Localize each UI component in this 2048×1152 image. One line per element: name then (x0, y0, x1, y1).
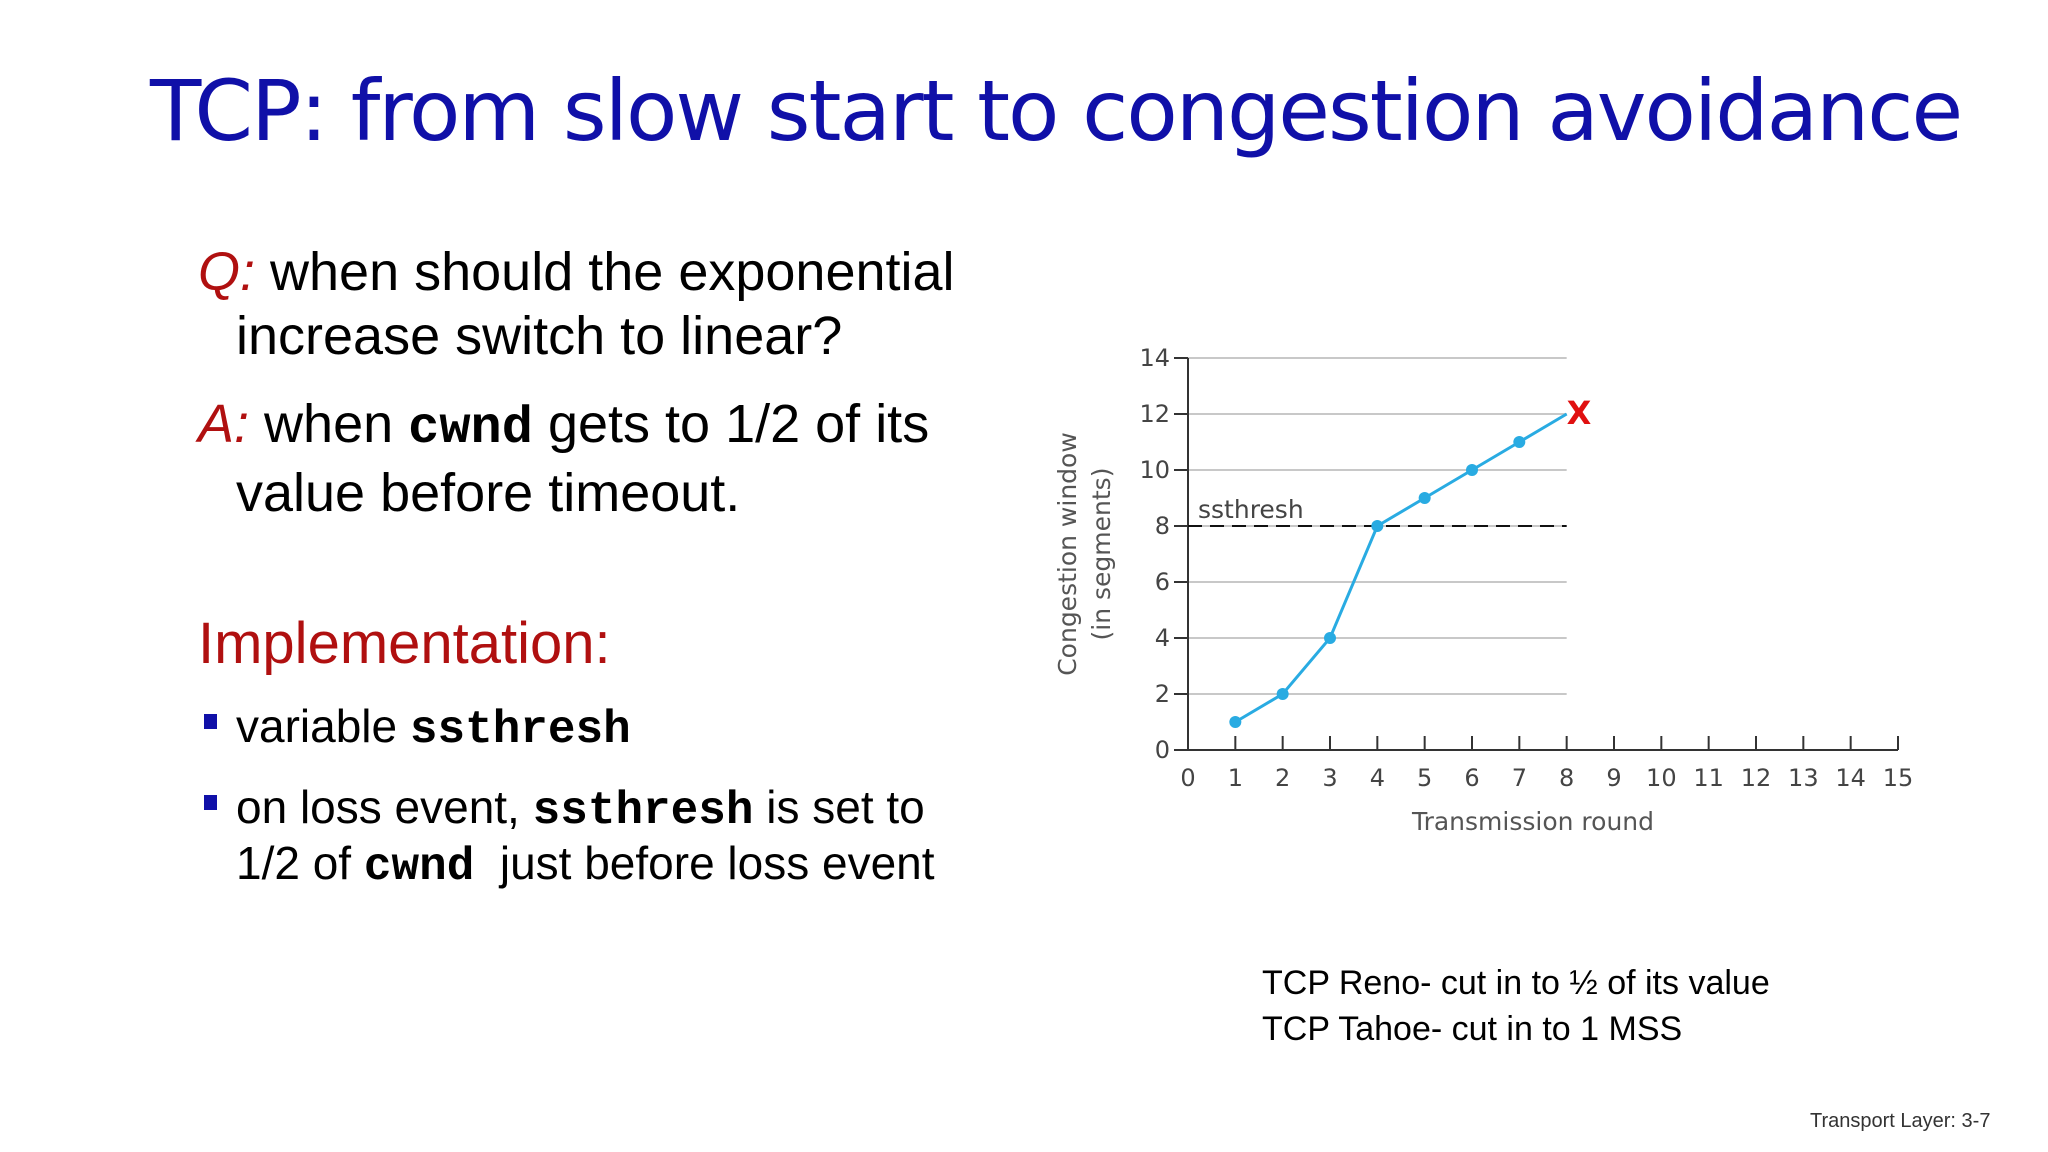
bullet-square-icon (204, 795, 217, 810)
question-line-1: Q: when should the exponential (198, 240, 1018, 304)
y-tick-label: 2 (1155, 680, 1170, 708)
x-tick-label: 11 (1693, 764, 1724, 792)
y-tick-label: 8 (1155, 512, 1170, 540)
note-reno: TCP Reno- cut in to ½ of its value (1262, 964, 1770, 1002)
implementation-list: variable ssthresh on loss event, ssthres… (198, 700, 1038, 918)
x-tick-label: 8 (1559, 764, 1574, 792)
x-tick-label: 0 (1180, 764, 1195, 792)
bullet-loss-event: on loss event, ssthresh is set to 1/2 of … (198, 781, 1038, 893)
y-tick-label: 6 (1155, 568, 1170, 596)
data-point (1513, 436, 1526, 448)
bullet-code-ssthresh: ssthresh (409, 704, 631, 756)
bullet-ssthresh-variable: variable ssthresh (198, 700, 1038, 756)
data-point (1466, 464, 1478, 476)
slide-title: TCP: from slow start to congestion avoid… (150, 62, 1963, 160)
bullet-text: variable (236, 700, 410, 752)
x-tick-label: 12 (1741, 764, 1772, 792)
answer-prefix: A: (198, 394, 250, 454)
bullet-code-ssthresh: ssthresh (532, 785, 754, 837)
x-tick-label: 10 (1646, 764, 1677, 792)
y-tick-label: 14 (1139, 344, 1170, 372)
bullet-code-cwnd: cwnd (363, 841, 475, 893)
note-tahoe: TCP Tahoe- cut in to 1 MSS (1262, 1010, 1683, 1048)
x-tick-label: 9 (1606, 764, 1621, 792)
series-line (1234, 412, 1568, 724)
answer-text: when (249, 394, 409, 454)
loss-marker: X (1567, 394, 1592, 432)
data-point (1418, 492, 1431, 504)
bullet-text: just before loss event (474, 837, 935, 889)
y-axis-label: Congestion window (1053, 432, 1082, 676)
x-tick-label: 5 (1417, 764, 1432, 792)
x-tick-label: 6 (1464, 764, 1479, 792)
y-tick-label: 4 (1155, 624, 1170, 652)
question-text: when should the exponential (255, 242, 955, 302)
y-axis-label: (in segments) (1087, 468, 1116, 641)
bullet-text: is set to (753, 781, 925, 833)
x-tick-label: 4 (1370, 764, 1385, 792)
x-tick-label: 1 (1228, 764, 1243, 792)
slide-footer: Transport Layer: 3-7 (1810, 1110, 1991, 1132)
data-point (1324, 632, 1336, 644)
answer-line-2: value before timeout. (236, 463, 741, 523)
x-tick-label: 7 (1512, 764, 1527, 792)
x-tick-label: 3 (1322, 764, 1337, 792)
question-prefix: Q: (198, 242, 256, 302)
data-point (1371, 520, 1384, 532)
bullet-square-icon (204, 714, 217, 729)
data-point (1276, 688, 1289, 700)
y-tick-label: 0 (1155, 736, 1170, 764)
answer-block: A: when cwnd gets to 1/2 of its value be… (198, 392, 1018, 525)
ssthresh-label: ssthresh (1198, 495, 1304, 524)
data-point (1229, 716, 1242, 728)
answer-code-cwnd: cwnd (408, 399, 533, 458)
congestion-window-chart: 0 2 4 6 8 10 12 14 0 1 2 3 4 5 6 7 8 9 10 11 12 13 14 15 Transmi… (1040, 330, 1920, 850)
y-tick-label: 12 (1139, 400, 1170, 428)
y-tick-label: 10 (1139, 456, 1170, 484)
tcp-notes: TCP Reno- cut in to ½ of its value TCP T… (1262, 960, 1770, 1052)
implementation-heading: Implementation: (198, 611, 611, 676)
answer-text-after: gets to 1/2 of its (532, 394, 930, 454)
x-tick-label: 14 (1835, 764, 1866, 792)
question-line-2: increase switch to linear? (236, 306, 843, 366)
x-tick-label: 15 (1883, 764, 1914, 792)
x-tick-label: 13 (1788, 764, 1819, 792)
x-axis-label: Transmission round (1411, 807, 1654, 836)
bullet-text: 1/2 of (236, 837, 364, 889)
question-block: Q: when should the exponential increase … (198, 240, 1018, 368)
x-tick-label: 2 (1275, 764, 1290, 792)
bullet-text: on loss event, (236, 781, 533, 833)
answer-line-1: A: when cwnd gets to 1/2 of its (198, 392, 1018, 461)
